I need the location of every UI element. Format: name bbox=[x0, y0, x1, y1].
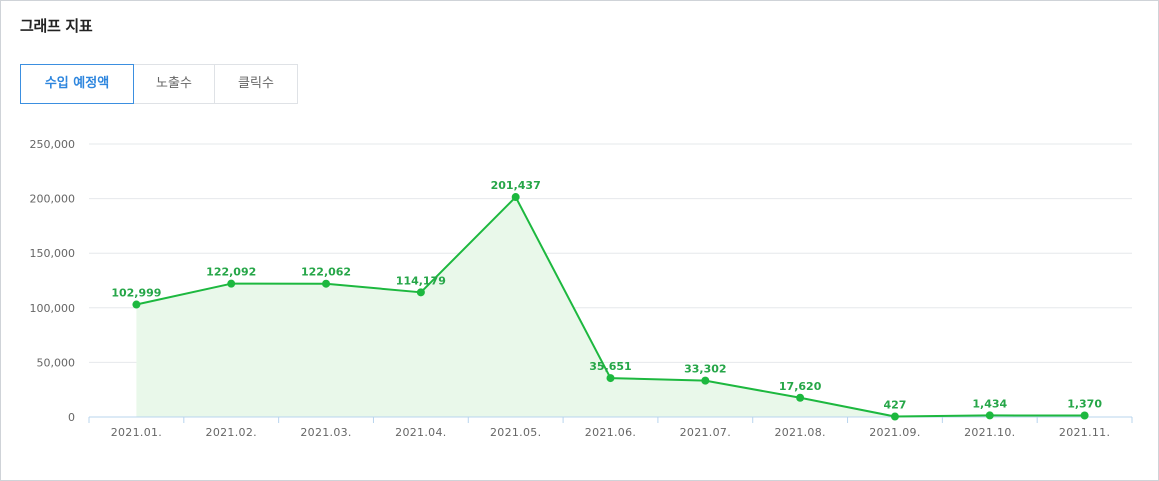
tab-clicks[interactable]: 클릭수 bbox=[214, 64, 298, 104]
x-tick-label: 2021.05. bbox=[490, 426, 541, 439]
x-tick-label: 2021.02. bbox=[206, 426, 257, 439]
y-tick-label: 100,000 bbox=[30, 302, 76, 315]
x-tick-label: 2021.03. bbox=[300, 426, 351, 439]
x-tick-label: 2021.04. bbox=[395, 426, 446, 439]
y-tick-label: 0 bbox=[68, 411, 75, 424]
data-point bbox=[227, 279, 236, 288]
data-label: 201,437 bbox=[491, 179, 541, 192]
data-point bbox=[416, 288, 425, 297]
data-label: 122,062 bbox=[301, 266, 351, 279]
x-tick-label: 2021.10. bbox=[964, 426, 1015, 439]
data-point bbox=[132, 300, 141, 309]
y-tick-label: 50,000 bbox=[37, 356, 76, 369]
x-tick-label: 2021.01. bbox=[111, 426, 162, 439]
data-label: 1,370 bbox=[1067, 398, 1102, 411]
data-point bbox=[701, 376, 710, 385]
y-tick-label: 150,000 bbox=[30, 247, 76, 260]
data-point bbox=[1080, 411, 1089, 420]
data-point bbox=[796, 393, 805, 402]
x-tick-label: 2021.08. bbox=[774, 426, 825, 439]
series-area bbox=[136, 197, 1085, 417]
tab-impressions[interactable]: 노출수 bbox=[133, 64, 215, 104]
data-label: 114,179 bbox=[396, 274, 446, 287]
x-tick-label: 2021.11. bbox=[1059, 426, 1110, 439]
data-label: 427 bbox=[883, 399, 906, 412]
data-label: 102,999 bbox=[111, 287, 161, 300]
x-tick-label: 2021.07. bbox=[680, 426, 731, 439]
x-tick-label: 2021.06. bbox=[585, 426, 636, 439]
tab-expected-revenue[interactable]: 수입 예정액 bbox=[20, 64, 134, 104]
data-label: 33,302 bbox=[684, 363, 726, 376]
data-label: 17,620 bbox=[779, 380, 822, 393]
data-point bbox=[322, 279, 331, 288]
data-point bbox=[985, 411, 994, 420]
metric-tabs: 수입 예정액 노출수 클릭수 bbox=[20, 64, 298, 104]
y-tick-label: 200,000 bbox=[30, 193, 76, 206]
y-tick-label: 250,000 bbox=[30, 138, 76, 151]
data-point bbox=[606, 374, 615, 383]
data-label: 35,651 bbox=[589, 360, 631, 373]
data-label: 1,434 bbox=[972, 397, 1007, 410]
data-label: 122,092 bbox=[206, 266, 256, 279]
panel-title: 그래프 지표 bbox=[20, 17, 93, 35]
x-tick-label: 2021.09. bbox=[869, 426, 920, 439]
data-point bbox=[890, 412, 899, 421]
data-point bbox=[511, 193, 520, 202]
